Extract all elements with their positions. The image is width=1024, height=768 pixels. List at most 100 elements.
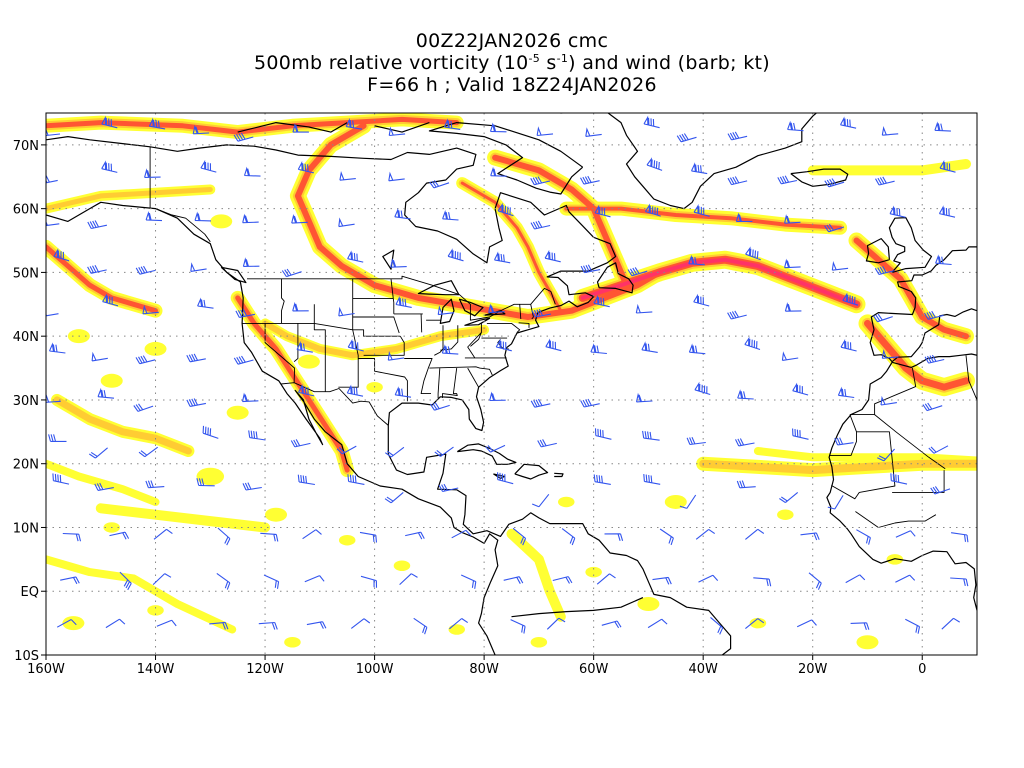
wind-barb	[881, 349, 899, 359]
lake-outline	[458, 298, 484, 317]
plot-frame	[45, 112, 978, 656]
wind-barb	[485, 444, 506, 453]
wind-barb	[745, 528, 765, 540]
lon-tick-label: 160W	[27, 662, 65, 677]
vorticity-blob	[297, 354, 320, 369]
wind-barb	[792, 382, 809, 396]
wind-barb	[442, 210, 459, 221]
wind-barb	[260, 532, 279, 542]
wind-barb	[710, 616, 724, 635]
wind-barb	[46, 313, 59, 317]
wind-barb	[895, 530, 916, 538]
wind-barb	[698, 574, 719, 583]
wind-barb	[745, 246, 761, 261]
lon-tick-label: 80W	[469, 662, 499, 677]
wind-barb	[688, 343, 706, 355]
vorticity-band	[235, 295, 350, 473]
wind-barb	[939, 159, 956, 173]
wind-barb	[593, 294, 610, 308]
wind-barb	[580, 175, 600, 185]
wind-barb	[643, 115, 660, 129]
lat-tick-label: 70N	[13, 139, 39, 154]
wind-barb	[643, 474, 661, 485]
lat-tick-label: 50N	[13, 266, 39, 281]
wind-barb	[856, 529, 871, 545]
wind-barb	[345, 118, 363, 130]
wind-barb	[359, 531, 378, 543]
wind-barb	[413, 617, 428, 635]
wind-barb	[497, 472, 514, 485]
wind-barb	[298, 384, 315, 397]
wind-barb	[679, 494, 697, 509]
vorticity-band	[853, 237, 969, 340]
wind-barb	[530, 398, 551, 408]
wind-barb	[399, 573, 418, 586]
lon-tick-label: 20W	[798, 662, 828, 677]
lake-outline	[464, 317, 491, 326]
lat-tick-label: 60N	[13, 203, 39, 218]
political-boundary	[442, 368, 458, 398]
wind-barb	[148, 117, 166, 130]
wind-barb	[190, 262, 207, 272]
vorticity-band	[460, 181, 563, 313]
wind-barb	[924, 310, 944, 320]
wind-barb	[691, 162, 708, 175]
wind-barb	[652, 576, 672, 585]
lon-tick-label: 120W	[246, 662, 284, 677]
wind-barb	[87, 265, 107, 274]
wind-barb	[934, 121, 951, 132]
wind-barb	[62, 532, 82, 542]
wind-barb	[580, 398, 600, 408]
wind-barb	[46, 175, 58, 184]
wind-barb	[694, 381, 711, 396]
wind-barb	[676, 133, 697, 143]
wind-barb	[808, 572, 822, 590]
wind-barb	[145, 211, 163, 222]
vorticity-blob	[637, 596, 660, 611]
wind-barb	[94, 482, 114, 491]
vorticity-blob	[558, 496, 575, 508]
wind-barb	[824, 178, 845, 188]
wind-barb	[935, 254, 952, 266]
title-line-2: 500mb relative vorticity (10-5 s-1) and …	[0, 52, 1024, 74]
political-boundary	[518, 322, 530, 328]
wind-barb	[489, 391, 506, 402]
coastline	[456, 443, 517, 465]
wind-barb	[905, 618, 921, 634]
political-boundary	[530, 304, 534, 320]
wind-barbs	[46, 115, 969, 635]
wind-barb	[590, 343, 607, 355]
wind-barb	[48, 434, 67, 442]
wind-barb	[186, 398, 207, 407]
wind-barb	[101, 115, 118, 129]
coastline	[511, 597, 644, 618]
wind-barb	[135, 355, 156, 365]
wind-barb	[545, 338, 562, 352]
political-boundary	[470, 323, 482, 347]
wind-barb	[241, 392, 259, 403]
wind-barb	[745, 618, 765, 630]
wind-barb	[242, 482, 262, 491]
lat-tick-label: EQ	[21, 585, 39, 600]
coastline	[596, 262, 634, 294]
wind-barb	[796, 619, 817, 628]
political-boundary	[293, 323, 299, 363]
wind-barb	[346, 384, 364, 397]
wind-barb	[186, 353, 206, 363]
vorticity-blob	[664, 494, 687, 509]
wind-barb	[503, 576, 524, 584]
wind-barb	[291, 214, 308, 224]
vorticity-band	[53, 396, 192, 455]
map-title: 00Z22JAN2026 cmc 500mb relative vorticit…	[0, 30, 1024, 96]
wind-barb	[394, 208, 411, 220]
lat-tick-label: 30N	[13, 394, 39, 409]
wind-barb	[102, 293, 119, 307]
wind-barb	[530, 176, 551, 186]
wind-barb	[263, 574, 280, 589]
wind-barb	[837, 386, 855, 399]
wind-barb	[635, 303, 653, 314]
vorticity-blob	[144, 341, 167, 356]
wind-barb	[196, 478, 215, 487]
wind-barb	[872, 313, 893, 323]
wind-barb	[688, 254, 705, 266]
